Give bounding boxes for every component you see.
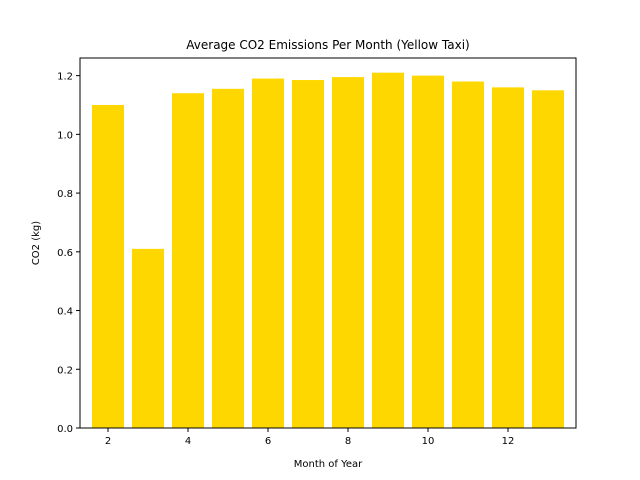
y-tick-label: 0.4	[57, 307, 73, 318]
y-axis-title: CO2 (kg)	[31, 221, 42, 265]
bar-month-13	[532, 90, 564, 429]
bar-month-12	[492, 87, 524, 428]
x-axis-title: Month of Year	[294, 459, 363, 470]
bar-month-8	[332, 77, 364, 428]
y-tick-label: 1.0	[57, 130, 73, 141]
y-tick-label: 1.2	[57, 72, 73, 83]
x-tick-label: 2	[105, 436, 111, 447]
bar-month-9	[372, 72, 404, 428]
x-tick-label: 8	[345, 436, 351, 447]
y-axis-ticks: 0.0 0.2 0.4 0.6 0.8 1.0 1.2	[57, 72, 80, 435]
chart-title: Average CO2 Emissions Per Month (Yellow …	[186, 38, 469, 52]
x-tick-label: 12	[502, 436, 515, 447]
bar-month-5	[212, 88, 244, 428]
y-tick-label: 0.2	[57, 365, 73, 376]
bar-month-11	[452, 81, 484, 428]
y-tick-label: 0.0	[57, 424, 73, 435]
plot-frame	[79, 57, 577, 429]
y-tick-label: 0.6	[57, 248, 73, 259]
bar-month-2	[92, 104, 124, 428]
bar-month-10	[412, 75, 444, 428]
x-axis-ticks: 2 4 6 8 10 12	[105, 428, 515, 447]
bar-month-6	[252, 78, 284, 429]
x-tick-label: 6	[265, 436, 271, 447]
x-tick-label: 10	[422, 436, 435, 447]
x-tick-label: 4	[185, 436, 191, 447]
bars-group	[92, 72, 564, 429]
bar-month-3	[132, 248, 164, 428]
bar-month-7	[292, 80, 324, 429]
bar-month-4	[172, 93, 204, 428]
y-tick-label: 0.8	[57, 189, 73, 200]
